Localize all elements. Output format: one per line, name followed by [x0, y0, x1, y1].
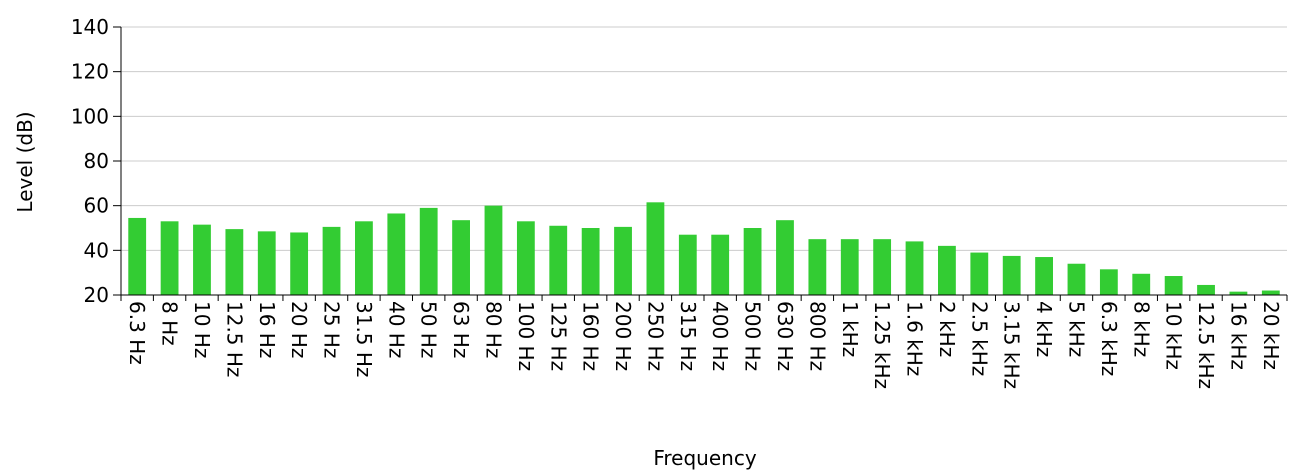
x-tick-label: 50 Hz: [417, 301, 441, 358]
x-tick-label: 6.3 kHz: [1097, 301, 1121, 376]
x-tick-label: 4 kHz: [1032, 301, 1056, 357]
x-tick-label: 2.5 kHz: [967, 301, 991, 376]
bar: [290, 232, 309, 295]
x-tick-label: 3.15 kHz: [1000, 301, 1024, 389]
bar: [1035, 257, 1053, 295]
x-tick-label: 6.3 Hz: [125, 301, 149, 365]
grid-lines: [121, 26, 1287, 251]
x-tick-label: 2 kHz: [935, 301, 959, 357]
x-tick-label: 315 Hz: [676, 301, 700, 371]
bar: [193, 224, 211, 295]
y-tick-label: 20: [84, 283, 109, 307]
bar: [355, 221, 373, 295]
x-tick-label: 500 Hz: [741, 301, 765, 371]
bar: [776, 220, 794, 295]
bar: [452, 220, 470, 295]
x-tick-label: 8 Hz: [158, 301, 182, 346]
bar: [1002, 255, 1021, 295]
bar: [581, 228, 600, 295]
bar: [257, 231, 276, 295]
y-axis-title: Level (dB): [13, 111, 37, 212]
y-tick-label: 80: [84, 149, 109, 173]
x-tick-label: 100 Hz: [514, 301, 538, 371]
x-tick-label: 20 Hz: [287, 301, 311, 358]
bar: [387, 213, 406, 295]
x-tick-label: 630 Hz: [773, 301, 797, 371]
bar: [1164, 276, 1183, 295]
x-tick-label: 63 Hz: [449, 301, 473, 358]
x-tick-label: 200 Hz: [611, 301, 635, 371]
x-tick-label: 1.25 kHz: [870, 301, 894, 389]
x-tick-label: 800 Hz: [805, 301, 829, 371]
x-tick-label: 16 Hz: [255, 301, 279, 358]
y-tick-label: 140: [71, 15, 109, 39]
bar: [873, 239, 892, 295]
x-tick-label: 40 Hz: [384, 301, 408, 358]
bar: [322, 226, 341, 295]
bar: [160, 221, 179, 295]
x-tick-label: 10 Hz: [190, 301, 214, 358]
bar: [614, 226, 632, 295]
x-tick-label: 1 kHz: [838, 301, 862, 357]
bar: [549, 225, 568, 295]
x-tick-label: 16 kHz: [1226, 301, 1250, 370]
bar: [711, 234, 730, 295]
y-tick-label: 40: [84, 238, 109, 262]
x-tick-label: 25 Hz: [320, 301, 344, 358]
bar: [516, 221, 535, 295]
axes: [113, 26, 1288, 301]
bar: [1132, 273, 1151, 295]
x-tick-label: 8 kHz: [1129, 301, 1153, 357]
x-tick-label: 20 kHz: [1259, 301, 1283, 370]
x-tick-label: 5 kHz: [1064, 301, 1088, 357]
x-tick-label: 12.5 Hz: [222, 301, 246, 377]
bar: [678, 234, 697, 295]
bar: [1229, 291, 1248, 295]
bar: [1197, 284, 1215, 295]
bar: [840, 239, 859, 295]
y-tick-label: 60: [84, 194, 109, 218]
y-tick-label: 100: [71, 104, 109, 128]
bar: [743, 228, 762, 295]
bar: [970, 252, 989, 295]
x-tick-label: 1.6 kHz: [903, 301, 927, 376]
bar: [808, 239, 827, 295]
bar: [905, 241, 924, 295]
bar: [128, 217, 147, 295]
y-tick-labels: 20 40 60 80 100 120 140: [71, 15, 109, 307]
x-axis-title: Frequency: [653, 446, 756, 470]
bar: [1261, 290, 1280, 295]
bar: [646, 202, 665, 295]
x-tick-label: 125 Hz: [546, 301, 570, 371]
bar: [419, 207, 438, 295]
x-tick-label: 250 Hz: [643, 301, 667, 371]
x-tick-label: 400 Hz: [708, 301, 732, 371]
x-tick-label: 10 kHz: [1162, 301, 1186, 370]
bar: [225, 229, 244, 295]
y-tick-label: 120: [71, 60, 109, 84]
bars: [128, 202, 1280, 295]
bar: [1067, 263, 1086, 295]
bar: [1099, 269, 1118, 295]
x-tick-label: 31.5 Hz: [352, 301, 376, 377]
x-tick-label: 12.5 kHz: [1194, 301, 1218, 389]
x-tick-labels: 6.3 Hz 8 Hz 10 Hz 12.5 Hz 16 Hz 20 Hz 25 Hz 31.…: [125, 301, 1283, 389]
bar: [484, 205, 503, 295]
x-tick-label: 80 Hz: [481, 301, 505, 358]
x-tick-label: 160 Hz: [579, 301, 603, 371]
bar: [938, 245, 956, 295]
